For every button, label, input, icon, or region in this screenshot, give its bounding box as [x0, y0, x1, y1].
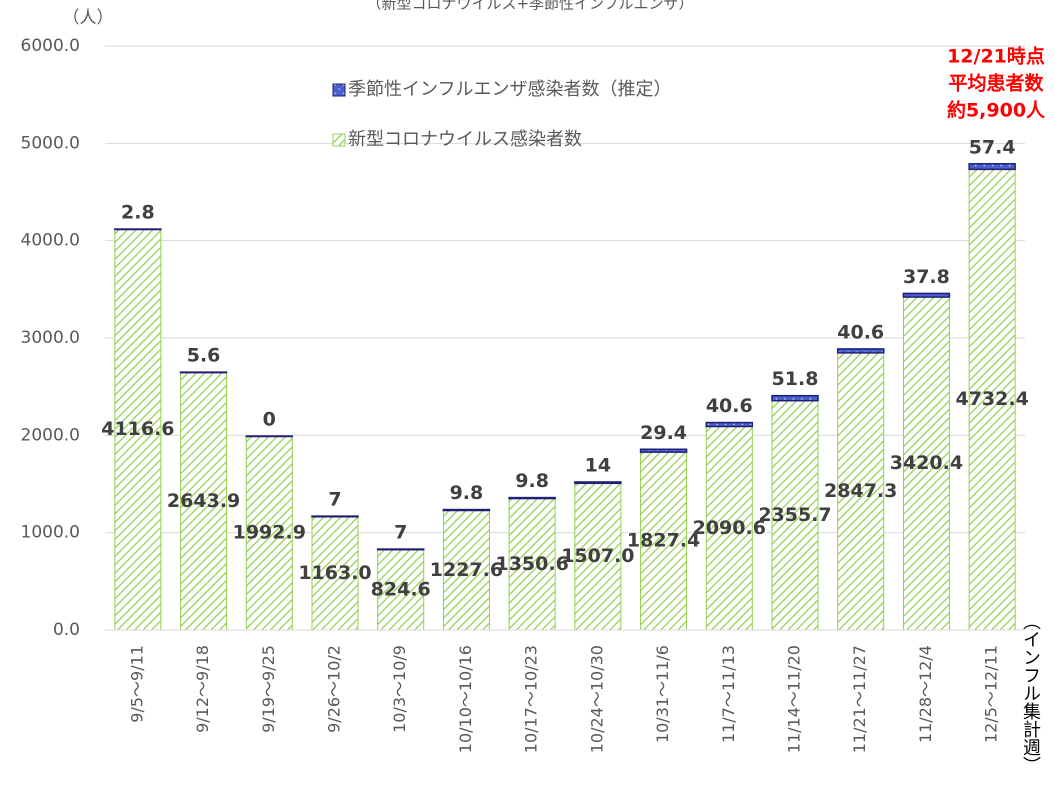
y-axis-label: （人）: [63, 8, 114, 28]
bar-segment: [442, 508, 491, 512]
bar-segment: [377, 549, 425, 631]
data-label: 824.6: [371, 578, 431, 600]
bar-segment: [902, 296, 950, 631]
x-tick-label: 9/19～9/25: [259, 645, 278, 733]
data-label: 29.4: [640, 422, 687, 444]
bar-segment: [245, 435, 293, 631]
bar-segment: [508, 496, 556, 500]
data-label: 9.8: [450, 482, 484, 504]
data-label: 40.6: [706, 395, 753, 417]
data-label: 9.8: [515, 470, 549, 492]
data-label: 4732.4: [955, 388, 1028, 410]
x-tick-label: 11/21～11/27: [850, 645, 869, 753]
data-label: 4116.6: [101, 418, 174, 440]
legend-swatch: [332, 133, 346, 147]
bar-segment: [771, 400, 819, 631]
legend-swatch: [332, 83, 346, 97]
data-label: 0: [263, 409, 276, 431]
data-label: 3420.4: [890, 452, 963, 474]
data-label: 1992.9: [233, 522, 306, 544]
data-label: 1507.0: [561, 545, 634, 567]
y-tick-label: 1000.0: [21, 523, 80, 543]
data-label: 2355.7: [758, 504, 831, 526]
x-tick-label: 10/3～10/9: [390, 645, 409, 733]
data-label: 7: [394, 522, 407, 544]
data-label: 1827.4: [627, 530, 700, 552]
data-label: 1350.6: [495, 553, 568, 575]
y-tick-label: 5000.0: [21, 133, 80, 153]
y-tick-label: 0.0: [53, 620, 80, 640]
chart-title: （新型コロナウイルス+季節性インフルエンザ）: [366, 0, 693, 13]
annotation: 12/21時点: [947, 46, 1045, 68]
x-tick-label: 11/28～12/4: [916, 645, 935, 743]
data-label: 2090.6: [693, 517, 766, 539]
data-label: 1163.0: [298, 562, 371, 584]
bar-segment: [705, 426, 753, 631]
x-tick-label: 10/10～10/16: [456, 645, 475, 753]
data-label: 51.8: [772, 368, 819, 390]
bar-segment: [968, 168, 1016, 631]
data-label: 2847.3: [824, 480, 897, 502]
bar-segment: [180, 372, 228, 631]
x-tick-label: 9/26～10/2: [325, 645, 344, 733]
data-label: 2.8: [121, 202, 155, 224]
x-tick-label: 9/12～9/18: [193, 645, 212, 733]
bar-segment: [508, 498, 556, 631]
x-tick-label: 10/24～10/30: [587, 645, 606, 753]
data-label: 1227.6: [430, 559, 503, 581]
x-tick-label: 10/17～10/23: [522, 645, 541, 753]
y-tick-label: 3000.0: [21, 328, 80, 348]
x-tick-label: 11/14～11/20: [785, 645, 804, 753]
bar-segment: [574, 481, 622, 485]
x-tick-label: 9/5～9/11: [127, 645, 146, 723]
data-label: 7: [328, 489, 341, 511]
bar-segment: [574, 482, 622, 631]
data-label: 57.4: [969, 136, 1016, 158]
bar-segment: [968, 163, 1016, 171]
bar-segment: [836, 348, 885, 354]
bar-segment: [311, 516, 359, 631]
bar-segment: [771, 394, 819, 402]
data-label: 5.6: [187, 345, 221, 367]
bar-segment: [376, 548, 425, 551]
x-tick-label: 11/7～11/13: [719, 645, 738, 743]
bar-segment: [245, 435, 294, 438]
bar-segment: [114, 228, 162, 231]
y-tick-label: 2000.0: [21, 425, 80, 445]
data-label: 37.8: [903, 266, 950, 288]
y-tick-label: 4000.0: [21, 231, 80, 251]
bar-segment: [902, 292, 951, 298]
data-label: 14: [585, 454, 611, 476]
bar-segment: [311, 515, 359, 518]
data-label: 40.6: [837, 321, 884, 343]
x-tick-label: 10/31～11/6: [653, 645, 672, 743]
bar-segment: [639, 448, 688, 453]
y-tick-label: 6000.0: [21, 36, 80, 56]
x-axis-label: （インフル集計週）: [1020, 612, 1041, 774]
data-label: 2643.9: [167, 490, 240, 512]
bar-segment: [837, 352, 885, 631]
annotation: 平均患者数: [948, 72, 1044, 95]
bar-segment: [442, 510, 490, 631]
bar-segment: [705, 421, 754, 428]
legend-label: 季節性インフルエンザ感染者数（推定）: [348, 79, 671, 100]
annotation: 約5,900人: [947, 99, 1046, 122]
legend-label: 新型コロナウイルス感染者数: [348, 129, 582, 150]
x-tick-label: 12/5～12/11: [982, 645, 1001, 743]
bar-segment: [179, 371, 228, 374]
